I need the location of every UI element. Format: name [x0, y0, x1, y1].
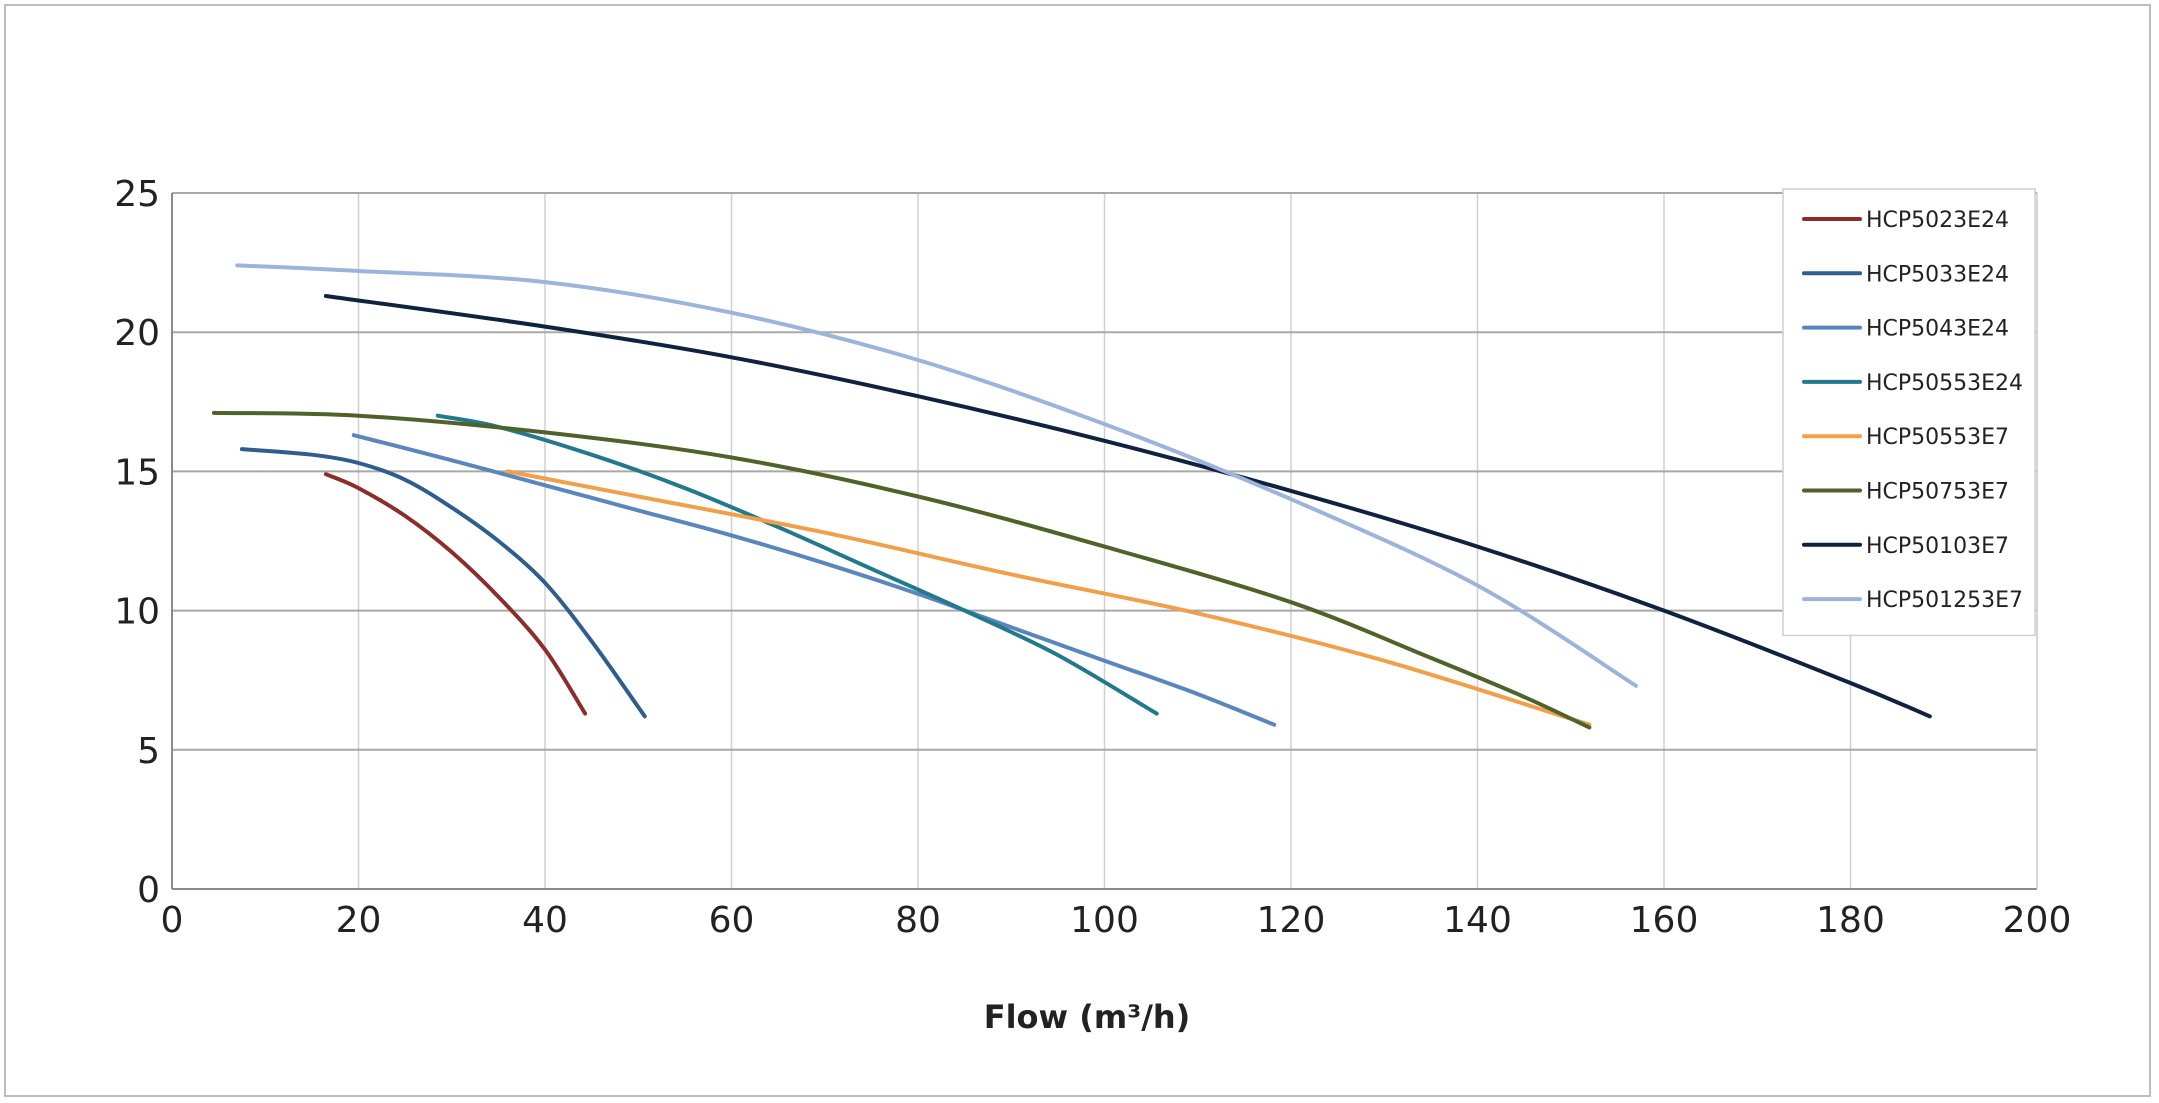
- x-tick-label: 0: [161, 900, 184, 941]
- x-tick-label: 40: [522, 900, 568, 941]
- x-tick-label: 120: [1257, 900, 1326, 941]
- x-tick-labels: 0 20 40 60 80 100 120 140 160 180 200: [161, 900, 2072, 941]
- legend: HCP5023E24 HCP5033E24 HCP5043E24 HCP50553E2…: [1782, 188, 2036, 637]
- legend-label-hcp5033e24: HCP5033E24: [1866, 262, 2009, 287]
- series-line-hcp50103e7: [323, 294, 1932, 719]
- x-tick-label: 80: [895, 900, 941, 941]
- x-tick-label: 200: [2003, 900, 2072, 941]
- x-tick-label: 100: [1070, 900, 1139, 941]
- legend-label-hcp5043e24: HCP5043E24: [1866, 317, 2009, 342]
- y-tick-label: 10: [114, 592, 160, 633]
- x-tick-label: 180: [1816, 900, 1885, 941]
- y-tick-labels: 0 5 10 15 20 25: [114, 174, 160, 911]
- series-line-hcp501253e7: [235, 263, 1638, 688]
- legend-label-hcp50753e7: HCP50753E7: [1866, 480, 2009, 505]
- legend-label-hcp50553e24: HCP50553E24: [1866, 371, 2023, 396]
- legend-label-hcp5023e24: HCP5023E24: [1866, 208, 2009, 233]
- x-axis-label: Flow (m³/h): [984, 998, 1191, 1036]
- series-lines: [212, 263, 1932, 730]
- series-line-hcp5033e24: [239, 447, 647, 719]
- y-tick-label: 5: [137, 731, 160, 772]
- grid: [171, 192, 2038, 890]
- x-tick-label: 20: [336, 900, 382, 941]
- series-line-hcp5023e24: [323, 472, 588, 716]
- series-line-hcp50553e24: [435, 413, 1159, 716]
- series-line-hcp50753e7: [212, 410, 1592, 730]
- x-tick-label: 60: [709, 900, 755, 941]
- series-line-hcp5043e24: [351, 433, 1277, 727]
- x-tick-label: 140: [1443, 900, 1512, 941]
- y-tick-label: 20: [114, 313, 160, 354]
- y-tick-label: 15: [114, 452, 160, 493]
- y-tick-label: 25: [114, 174, 160, 215]
- legend-label-hcp501253e7: HCP501253E7: [1866, 588, 2023, 613]
- legend-label-hcp50103e7: HCP50103E7: [1866, 534, 2009, 559]
- x-tick-label: 160: [1630, 900, 1699, 941]
- legend-label-hcp50553e7: HCP50553E7: [1866, 425, 2009, 450]
- series-line-hcp50553e7: [505, 469, 1592, 727]
- legend-box: [1782, 188, 2036, 637]
- y-tick-label: 0: [137, 870, 160, 911]
